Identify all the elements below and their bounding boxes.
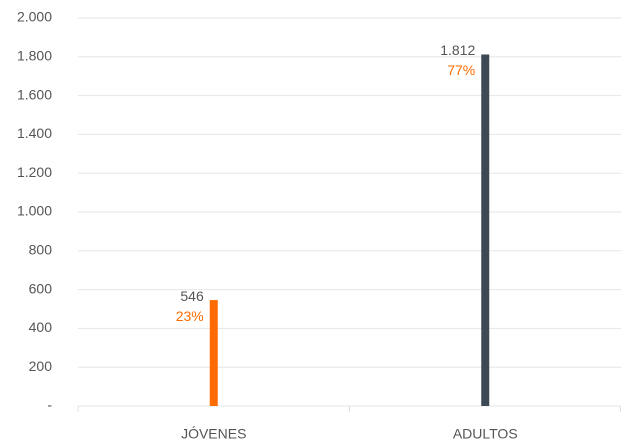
y-tick-label: 1.600 [17, 86, 52, 102]
x-tick-label: ADULTOS [453, 426, 518, 442]
y-tick-label: 400 [29, 319, 53, 335]
y-tick-label: 800 [29, 242, 53, 258]
value-label: 546 [180, 288, 204, 304]
y-tick-label: 600 [29, 280, 53, 296]
bar [481, 54, 490, 407]
bar [209, 300, 218, 406]
y-tick-label: 1.000 [17, 203, 52, 219]
share-label: 77% [447, 62, 475, 78]
y-tick-label: 1.400 [17, 125, 52, 141]
y-tick-label: 200 [29, 358, 53, 374]
y-tick-label: - [47, 397, 52, 413]
y-tick-label: 1.800 [17, 48, 52, 64]
value-label: 1.812 [440, 42, 475, 58]
y-tick-label: 2.000 [17, 9, 52, 25]
x-tick-label: JÓVENES [181, 426, 246, 442]
share-label: 23% [176, 308, 204, 324]
y-tick-label: 1.200 [17, 164, 52, 180]
